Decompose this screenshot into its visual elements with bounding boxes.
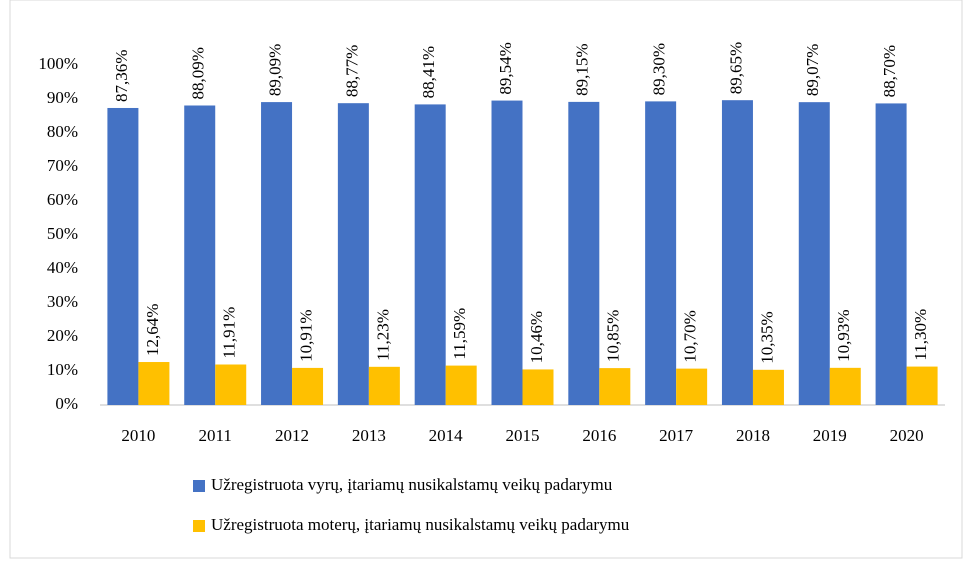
data-label: 87,36% <box>112 50 131 102</box>
y-tick-label: 70% <box>47 156 78 175</box>
legend-label: Užregistruota moterų, įtariamų nusikalst… <box>211 515 630 534</box>
x-tick-label: 2019 <box>813 426 847 445</box>
y-tick-label: 0% <box>55 394 78 413</box>
x-tick-label: 2017 <box>659 426 694 445</box>
data-label: 88,09% <box>189 47 208 99</box>
bar <box>261 102 293 406</box>
legend-label: Užregistruota vyrų, įtariamų nusikalstam… <box>211 475 613 494</box>
data-label: 10,46% <box>527 311 546 363</box>
data-label: 88,77% <box>342 45 361 97</box>
x-tick-label: 2018 <box>736 426 770 445</box>
data-label: 89,65% <box>726 42 745 94</box>
legend-swatch <box>193 520 205 532</box>
bar <box>491 100 523 406</box>
bar <box>215 364 247 405</box>
bar <box>138 362 170 405</box>
data-label: 10,35% <box>757 311 776 363</box>
data-label: 11,59% <box>450 308 469 360</box>
bar <box>368 366 400 405</box>
data-label: 10,70% <box>681 310 700 362</box>
data-label: 89,07% <box>803 44 822 96</box>
bar <box>906 366 938 405</box>
y-tick-label: 80% <box>47 122 78 141</box>
x-tick-label: 2014 <box>429 426 464 445</box>
bar <box>829 367 861 405</box>
x-tick-label: 2012 <box>275 426 309 445</box>
x-tick-label: 2016 <box>582 426 616 445</box>
y-tick-label: 30% <box>47 292 78 311</box>
bar <box>184 105 216 405</box>
data-label: 10,93% <box>834 309 853 361</box>
bar <box>445 365 477 405</box>
data-label: 11,30% <box>911 309 930 361</box>
bar <box>522 369 554 405</box>
y-tick-label: 60% <box>47 190 78 209</box>
y-tick-label: 40% <box>47 258 78 277</box>
bar <box>875 103 907 406</box>
bar <box>599 368 631 405</box>
x-tick-label: 2013 <box>352 426 386 445</box>
data-label: 11,23% <box>373 309 392 361</box>
data-label: 10,85% <box>604 310 623 362</box>
data-label: 89,54% <box>496 42 515 94</box>
bar <box>337 103 369 405</box>
bar <box>645 101 677 405</box>
bar <box>568 101 600 405</box>
data-label: 89,15% <box>573 43 592 95</box>
x-tick-label: 2020 <box>890 426 924 445</box>
y-tick-label: 90% <box>47 88 78 107</box>
bar <box>292 367 324 405</box>
data-label: 12,64% <box>143 304 162 356</box>
chart-frame <box>9 0 963 559</box>
data-label: 88,41% <box>419 46 438 98</box>
y-tick-label: 50% <box>47 224 78 243</box>
legend-swatch <box>193 480 205 492</box>
data-label: 10,91% <box>296 309 315 361</box>
data-label: 89,09% <box>265 44 284 96</box>
x-tick-label: 2010 <box>121 426 155 445</box>
bar <box>107 107 139 405</box>
x-tick-label: 2011 <box>199 426 232 445</box>
x-tick-label: 2015 <box>506 426 540 445</box>
bar <box>414 104 446 405</box>
y-tick-label: 20% <box>47 326 78 345</box>
y-tick-label: 100% <box>38 54 78 73</box>
bar <box>798 102 830 406</box>
data-label: 88,70% <box>880 45 899 97</box>
bar <box>752 369 784 405</box>
bar <box>676 368 708 405</box>
y-tick-label: 10% <box>47 360 78 379</box>
data-label: 11,91% <box>220 307 239 359</box>
data-label: 89,30% <box>650 43 669 95</box>
bar <box>721 100 753 405</box>
